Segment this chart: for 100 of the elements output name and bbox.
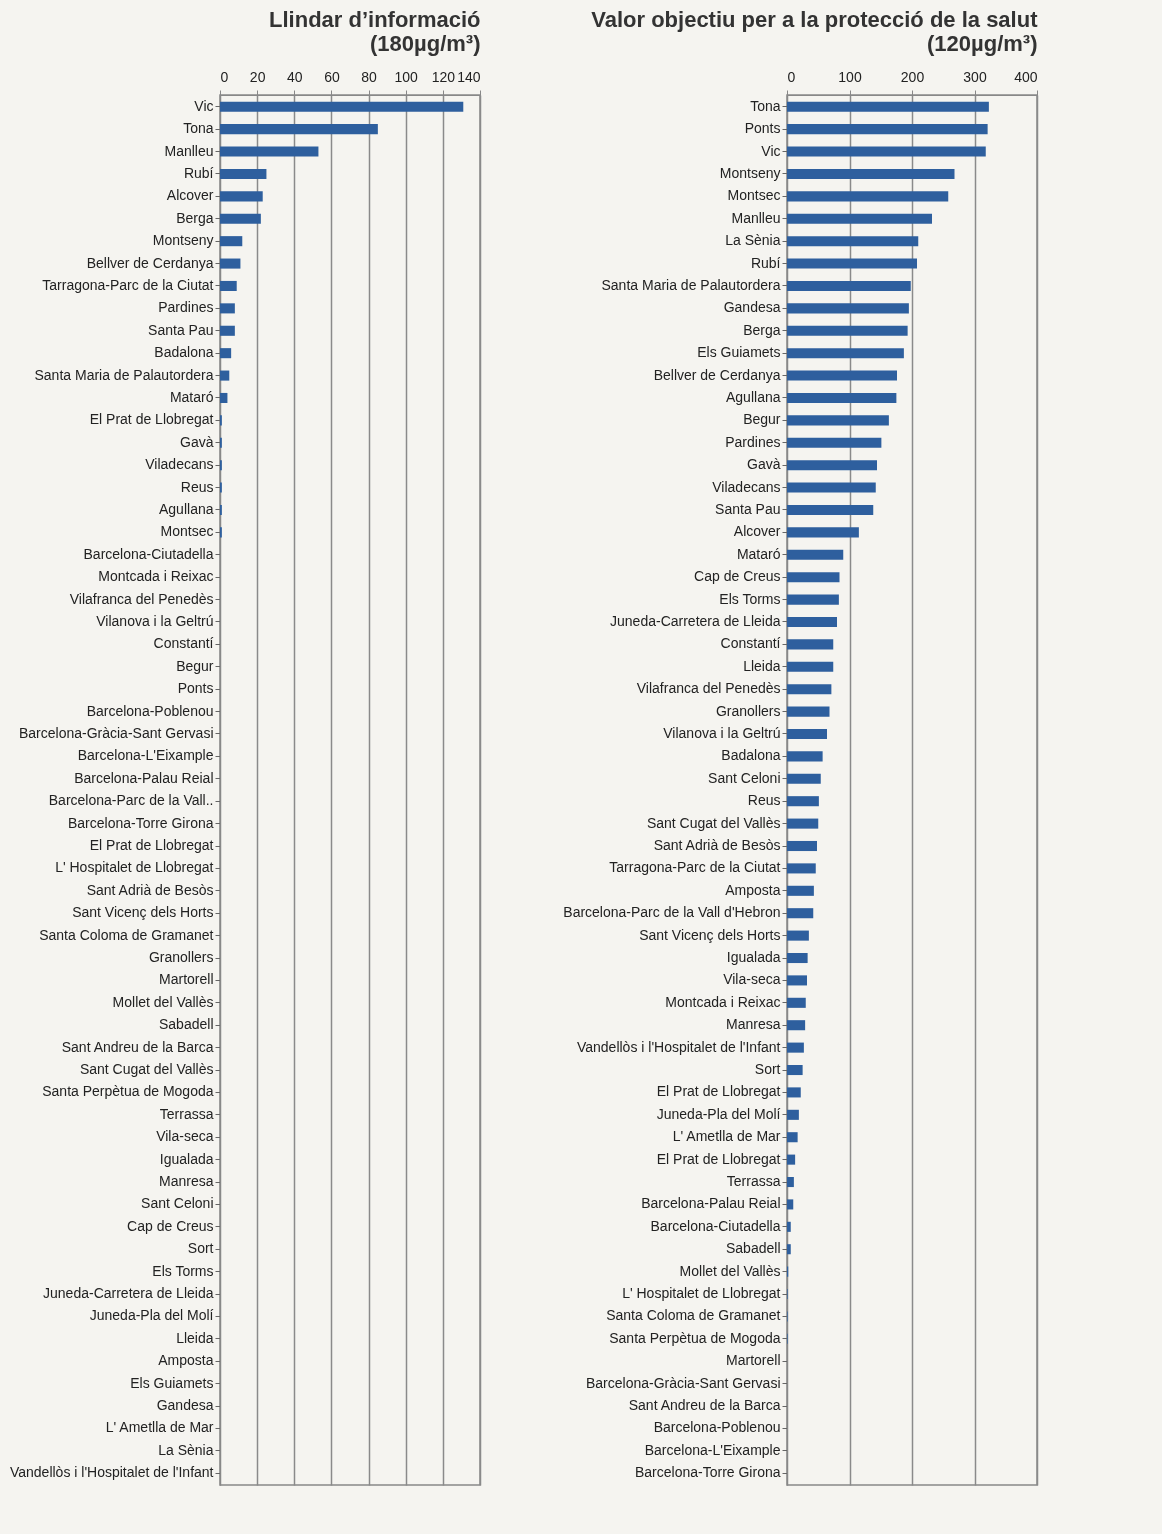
y-tick-label: Santa Pau xyxy=(715,500,781,517)
y-tick-label: Badalona xyxy=(721,747,781,764)
y-tick-label: Lleida xyxy=(743,657,781,674)
y-tick-label: Montsec xyxy=(727,187,781,204)
y-tick-label: Barcelona-Gràcia-Sant Gervasi xyxy=(18,725,214,741)
y-tick-label: Rubí xyxy=(183,164,214,181)
x-tick-label: 80 xyxy=(361,68,378,85)
y-tick-label: Sant Andreu de la Barca xyxy=(61,1038,214,1055)
y-tick-label: Santa Perpètua de Mogoda xyxy=(42,1083,214,1100)
y-tick-label: Barcelona-Palau Reial xyxy=(641,1195,781,1212)
y-tick-label: Manlleu xyxy=(731,209,781,226)
y-tick-label: Mataró xyxy=(736,545,781,562)
y-tick-label: Granollers xyxy=(148,949,214,966)
y-tick-label: Sant Andreu de la Barca xyxy=(628,1397,781,1414)
x-tick-label: 0 xyxy=(787,68,796,85)
y-tick-label: Tona xyxy=(183,120,214,137)
y-tick-label: Santa Coloma de Gramanet xyxy=(606,1307,781,1324)
x-tick-label: 300 xyxy=(963,68,987,85)
y-tick-label: Vilafranca del Penedès xyxy=(636,680,781,697)
y-tick-label: Mollet del Vallès xyxy=(112,993,214,1010)
y-tick-label: Bellver de Cerdanya xyxy=(653,366,781,383)
y-tick-label: La Sènia xyxy=(158,1441,214,1458)
y-tick-label: Els Guiamets xyxy=(697,344,781,361)
y-tick-label: Reus xyxy=(747,792,781,809)
y-tick-label: Sant Adrià de Besòs xyxy=(653,837,781,853)
y-tick-label: Sant Vicenç dels Horts xyxy=(72,904,214,921)
y-tick-label: L' Ametlla de Mar xyxy=(105,1419,214,1436)
y-tick-label: Igualada xyxy=(726,949,781,966)
y-tick-label: Barcelona-Gràcia-Sant Gervasi xyxy=(585,1374,781,1391)
y-tick-label: Mollet del Vallès xyxy=(679,1262,781,1279)
y-tick-label: Sant Cugat del Vallès xyxy=(646,814,781,831)
y-tick-label: Berga xyxy=(743,321,781,338)
y-tick-label: Igualada xyxy=(159,1150,214,1167)
y-tick-label: Sant Cugat del Vallès xyxy=(79,1061,214,1078)
x-tick-label: 0 xyxy=(220,68,229,85)
y-tick-label: Cap de Creus xyxy=(127,1217,214,1234)
y-tick-label: Tarragona-Parc de la Ciutat xyxy=(42,276,214,293)
y-tick-label: Montcada i Reixac xyxy=(98,568,214,585)
y-tick-label: Santa Pau xyxy=(148,321,214,338)
y-tick-label: Els Guiamets xyxy=(130,1374,214,1391)
y-tick-label: Bellver de Cerdanya xyxy=(86,254,214,271)
y-tick-label: Barcelona-Poblenou xyxy=(653,1419,781,1436)
x-tick-label: 20 xyxy=(249,68,266,85)
y-tick-label: Agullana xyxy=(159,500,214,517)
y-tick-label: Cap de Creus xyxy=(694,568,781,585)
y-tick-label: Vandellòs i l'Hospitalet de l'Infant xyxy=(576,1038,781,1055)
y-tick-label: Sant Adrià de Besòs xyxy=(86,881,214,898)
y-tick-label: El Prat de Llobregat xyxy=(89,411,214,428)
y-tick-label: Rubí xyxy=(750,254,781,271)
y-tick-label: Montseny xyxy=(152,232,214,249)
y-tick-label: Juneda-Carretera de Lleida xyxy=(610,612,781,629)
y-tick-label: Barcelona-Ciutadella xyxy=(650,1217,781,1234)
y-tick-label: Barcelona-Palau Reial xyxy=(74,769,214,786)
y-tick-label: Barcelona-Torre Girona xyxy=(67,814,214,831)
y-tick-label: Sabadell xyxy=(159,1016,214,1033)
x-tick-label: 100 xyxy=(394,68,419,85)
y-tick-label: Gandesa xyxy=(723,299,781,316)
y-tick-label: Alcover xyxy=(733,523,781,540)
y-tick-label: Martorell xyxy=(726,1352,781,1369)
y-tick-label: Alcover xyxy=(166,187,214,204)
y-tick-label: Gandesa xyxy=(156,1397,214,1414)
x-tick-label: 60 xyxy=(324,68,340,85)
y-tick-label: L' Ametlla de Mar xyxy=(672,1128,781,1145)
y-tick-label: Gavà xyxy=(747,456,781,473)
y-tick-label: El Prat de Llobregat xyxy=(89,837,214,853)
y-tick-label: Barcelona-Poblenou xyxy=(86,702,214,719)
y-tick-label: Els Torms xyxy=(719,590,781,607)
y-tick-label: Ponts xyxy=(177,680,214,697)
y-tick-label: Sort xyxy=(187,1240,214,1257)
y-tick-label: Santa Coloma de Gramanet xyxy=(39,926,214,943)
y-tick-label: Vilafranca del Penedès xyxy=(69,590,214,607)
y-tick-label: Vila-seca xyxy=(156,1128,214,1145)
y-tick-label: Vilanova i la Geltrú xyxy=(663,725,781,741)
y-tick-label: Reus xyxy=(180,478,214,495)
y-tick-label: Lleida xyxy=(176,1329,214,1346)
y-tick-label: Begur xyxy=(176,657,214,674)
y-tick-label: Santa Maria de Palautordera xyxy=(601,276,781,293)
x-tick-label: 400 xyxy=(1014,68,1038,85)
chart-title: Valor objectiu per a la protecció de la salut (120µg/m³) xyxy=(591,7,1039,56)
x-tick-label: 40 xyxy=(287,68,303,85)
y-tick-label: Pardines xyxy=(725,433,781,450)
y-tick-label: Juneda-Pla del Molí xyxy=(89,1307,214,1324)
y-tick-label: Constantí xyxy=(153,635,214,652)
y-tick-label: Juneda-Carretera de Lleida xyxy=(43,1285,214,1302)
y-tick-label: Montsec xyxy=(160,523,214,540)
y-tick-label: Begur xyxy=(743,411,781,428)
y-tick-label: Montcada i Reixac xyxy=(665,993,781,1010)
x-tick-label: 200 xyxy=(900,68,925,85)
y-tick-label: Constantí xyxy=(720,635,781,652)
y-tick-label: Viladecans xyxy=(712,478,781,495)
y-tick-label: Tona xyxy=(750,97,781,114)
y-tick-label: Sabadell xyxy=(726,1240,781,1257)
y-tick-label: Barcelona-Ciutadella xyxy=(83,545,214,562)
y-tick-label: Amposta xyxy=(725,881,781,898)
y-tick-label: Granollers xyxy=(715,702,781,719)
y-tick-label: Ponts xyxy=(744,120,781,137)
y-tick-label: Amposta xyxy=(158,1352,214,1369)
y-tick-label: Tarragona-Parc de la Ciutat xyxy=(609,859,781,876)
y-tick-label: Vic xyxy=(194,97,214,114)
y-tick-label: L' Hospitalet de Llobregat xyxy=(622,1285,781,1302)
